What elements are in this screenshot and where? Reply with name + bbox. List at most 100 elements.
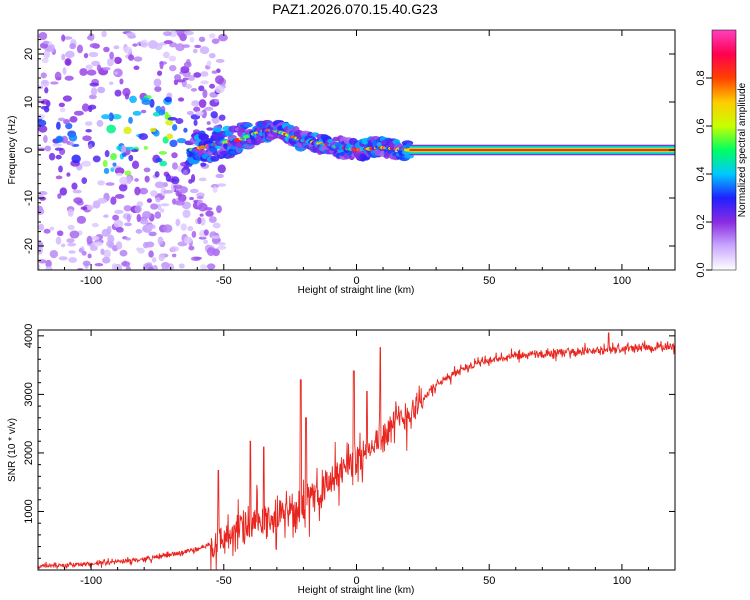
spectrogram-noise-blob [119, 249, 128, 257]
spectrogram-noise-blob [200, 217, 206, 226]
spectrogram-noise-blob [160, 203, 170, 207]
spectrogram-noise-blob [128, 116, 133, 124]
spectrogram-noise-blob [124, 222, 132, 227]
spectrogram-noise-blob [194, 44, 202, 49]
spectrogram-noise-blob [126, 214, 131, 223]
spectrogram-noise-blob [67, 242, 77, 247]
spectrogram-noise-blob [94, 263, 104, 267]
spectrogram-noise-blob [169, 246, 179, 252]
colorbar-tick-label: 0.6 [695, 118, 707, 133]
spectrogram-noise-blob [215, 85, 225, 94]
spectrogram-noise-blob [205, 210, 214, 217]
snr-y-tick-label: 3000 [23, 382, 35, 406]
spectrogram-noise-blob [81, 160, 92, 167]
spectrogram-noise-blob [106, 225, 112, 235]
spectrogram-noise-blob [44, 145, 52, 152]
spectrogram-noise-blob [187, 225, 194, 232]
spectrogram-noise-blob [83, 53, 89, 59]
spectrogram-noise-blob [116, 226, 124, 233]
spectrogram-noise-blob [96, 64, 102, 72]
spectrogram-noise-blob [54, 71, 62, 81]
spectrogram-noise-blob [41, 80, 49, 85]
spectrogram-noise-blob [131, 160, 140, 170]
snr-x-tick-label: 100 [613, 575, 631, 587]
spectrogram-noise-blob [43, 228, 51, 234]
spectrogram-noise-blob [154, 171, 160, 178]
spectrogram-noise-blob [65, 50, 75, 59]
spectrogram-noise-blob [91, 60, 100, 67]
spectrogram-noise-blob [93, 241, 103, 247]
spectrogram-noise-blob [154, 211, 162, 219]
spectrogram-noise-blob [206, 263, 216, 270]
spectrogram-noise-blob [202, 89, 208, 99]
spectrogram-noise-blob [114, 71, 119, 75]
spectrogram-noise-blob [71, 182, 78, 190]
spectrogram-noise-blob [150, 203, 159, 210]
colorbar-tick-label: 0.2 [695, 214, 707, 229]
spectrogram-noise-blob [141, 99, 152, 105]
spectrogram-noise-blob [88, 94, 97, 100]
spectrogram-noise-blob [148, 231, 157, 237]
spectrogram-noise-blob [134, 178, 139, 182]
spectrogram-noise-blob [209, 83, 216, 89]
spectrogram-noise-blob [121, 152, 127, 158]
spectrogram-noise-blob [110, 196, 117, 205]
spectrogram-noise-blob [121, 261, 131, 267]
spectrogram-noise-blob [190, 87, 198, 92]
spectrogram-noise-blob [211, 38, 220, 44]
spectrogram-x-tick-label: 50 [483, 275, 495, 287]
spectrogram-noise-blob [101, 30, 107, 38]
spectrogram-noise-blob [140, 109, 147, 114]
spectrogram-noise-blob [38, 223, 45, 231]
spectrogram-noise-blob [63, 119, 70, 125]
spectrogram-noise-blob [136, 213, 142, 223]
spectrogram-x-tick-label: 100 [613, 275, 631, 287]
spectrogram-noise-blob [42, 40, 50, 45]
spectrogram-noise-blob [204, 106, 214, 111]
spectrogram-noise-blob [158, 150, 167, 155]
spectrogram-noise-blob [77, 267, 84, 270]
spectrogram-noise-blob [150, 190, 158, 197]
spectrogram-noise-blob [119, 78, 124, 85]
spectrogram-y-axis-label: Frequency (Hz) [7, 116, 18, 185]
spectrogram-noise-blob [58, 165, 63, 173]
spectrogram-noise-blob [212, 222, 221, 229]
colorbar-gradient [712, 30, 736, 270]
spectrogram-noise-blob [102, 67, 111, 71]
spectrogram-noise-blob [38, 190, 48, 196]
spectrogram-noise-blob [151, 256, 157, 263]
spectrogram-noise-blob [76, 44, 84, 54]
spectrogram-noise-blob [144, 175, 150, 183]
spectrogram-noise-blob [64, 58, 72, 66]
spectrogram-noise-blob [43, 50, 50, 59]
spectrogram-noise-blob [146, 198, 152, 203]
spectrogram-noise-blob [103, 249, 111, 259]
spectrogram-noise-blob [139, 218, 149, 225]
spectrogram-noise-blob [101, 114, 111, 120]
spectrogram-noise-blob [114, 167, 125, 175]
spectrogram-noise-blob [155, 197, 161, 203]
spectrogram-noise-blob [61, 135, 68, 144]
spectrogram-noise-blob [189, 36, 195, 43]
spectrogram-noise-blob [199, 213, 204, 217]
spectrogram-noise-blob [198, 202, 208, 212]
spectrogram-noise-blob [182, 44, 191, 48]
spectrogram-noise-blob [178, 194, 187, 203]
spectrogram-noise-blob [102, 159, 108, 168]
spectrogram-noise-blob [182, 77, 189, 81]
spectrogram-noise-blob [104, 150, 110, 158]
spectrogram-noise-blob [142, 241, 149, 249]
spectrogram-noise-blob [87, 253, 92, 259]
spectrogram-noise-blob [172, 162, 178, 170]
spectrogram-noise-blob [113, 45, 120, 50]
spectrogram-noise-blob [62, 95, 72, 102]
spectrogram-noise-blob [82, 135, 92, 142]
spectrogram-ridge-blob [214, 126, 222, 133]
spectrogram-noise-blob [173, 184, 183, 189]
spectrogram-noise-blob [165, 119, 174, 126]
spectrogram-noise-blob [191, 101, 200, 107]
spectrogram-noise-blob [158, 109, 166, 116]
colorbar-frame [711, 29, 737, 271]
colorbar-label: Normalized spectral amplitude [737, 82, 748, 217]
spectrogram-noise-blob [48, 152, 56, 161]
